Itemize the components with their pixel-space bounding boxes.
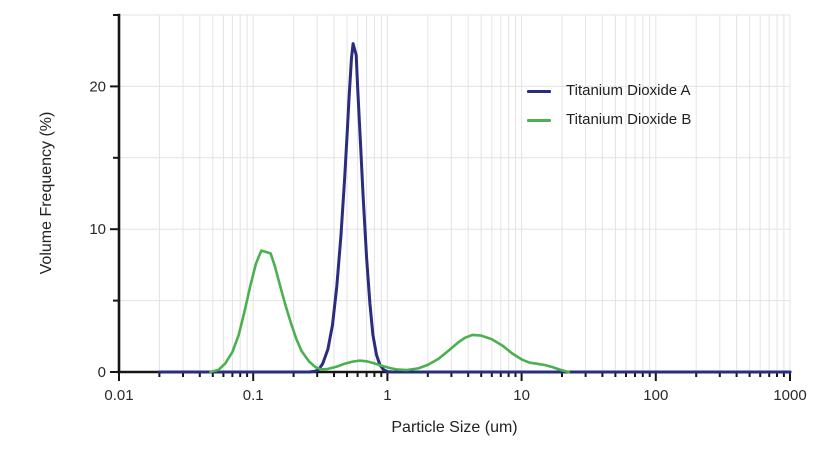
y-tick-label: 0 [98, 364, 106, 381]
y-tick-label: 20 [89, 78, 106, 95]
axes [117, 13, 792, 374]
gridlines [118, 14, 791, 372]
x-axis-label: Particle Size (um) [391, 419, 518, 436]
legend-label-b: Titanium Dioxide B [566, 111, 692, 128]
series-line-titanium-dioxide-b [209, 249, 571, 374]
legend-item-titanium-dioxide-a: Titanium Dioxide A [527, 83, 691, 99]
x-tick-label: 100 [643, 387, 668, 404]
y-axis-label: Volume Frequency (%) [38, 111, 55, 275]
x-tick-label: 0.1 [243, 387, 264, 404]
x-tick-label: 1 [383, 387, 391, 404]
x-tick-label: 10 [513, 387, 530, 404]
x-tick-label: 0.01 [104, 387, 133, 404]
series-line-titanium-dioxide-a [157, 42, 792, 374]
x-tick-label: 1000 [773, 387, 806, 404]
tick-marks [110, 14, 791, 381]
legend-item-titanium-dioxide-b: Titanium Dioxide B [527, 112, 691, 128]
legend-line-swatch-a [527, 89, 551, 93]
legend: Titanium Dioxide A Titanium Dioxide B [527, 83, 691, 128]
y-tick-label: 10 [89, 221, 106, 238]
tick-labels: 0.01 0.1 1 10 100 1000 0 10 20 [89, 78, 806, 404]
legend-line-swatch-b [527, 118, 551, 122]
legend-label-a: Titanium Dioxide A [566, 82, 691, 99]
